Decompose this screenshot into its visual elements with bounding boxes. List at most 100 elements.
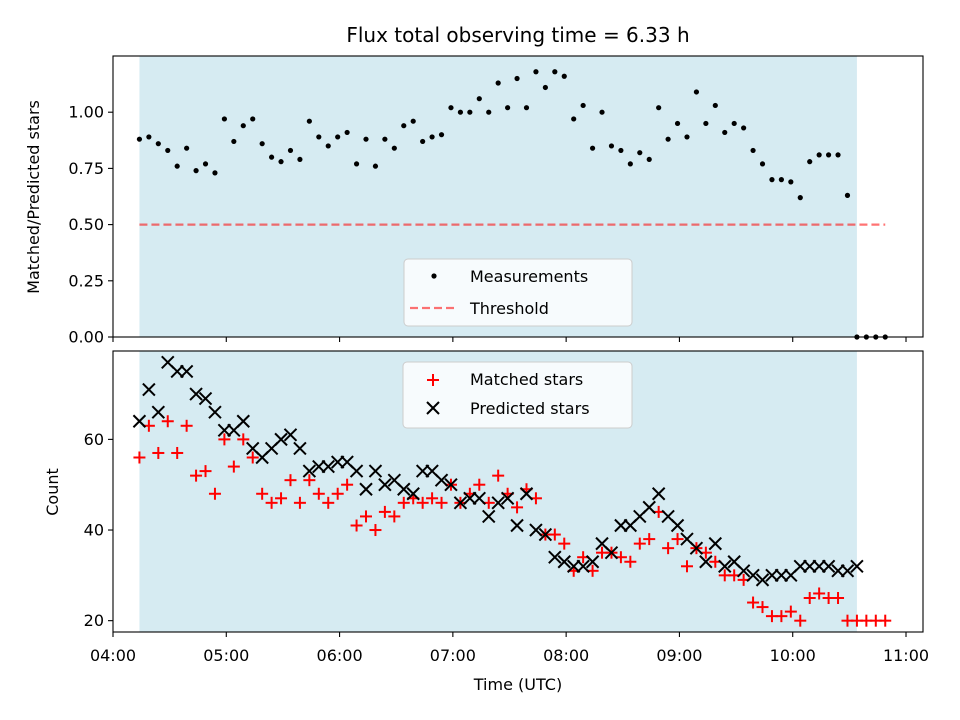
predicted-stars-point [585, 555, 600, 569]
legend-label-measurements: Measurements [470, 267, 588, 286]
predicted-stars-point [236, 414, 250, 428]
measurements-point [193, 168, 199, 174]
matched-stars-point [388, 510, 401, 523]
matched-stars-point [303, 474, 316, 487]
measurements-point [646, 156, 652, 163]
matched-stars-point [794, 614, 807, 627]
measurements-point [221, 116, 227, 122]
top-y-tick-label: 0.50 [68, 215, 104, 234]
x-tick-label: 10:00 [770, 646, 816, 665]
predicted-stars-point [170, 364, 184, 379]
matched-stars-point [180, 419, 193, 432]
measurements-point [656, 105, 662, 111]
predicted-stars-point [482, 509, 496, 524]
predicted-stars-point [151, 405, 166, 419]
bottom-y-tick-label: 40 [84, 521, 104, 540]
measurements-point [316, 134, 322, 140]
matched-stars-point [208, 487, 221, 500]
measurements-point [703, 120, 709, 127]
predicted-stars-point [349, 464, 364, 478]
measurements-point [571, 116, 577, 122]
measurements-point [401, 123, 407, 129]
bottom-axes-frame [112, 350, 924, 633]
measurements-point [382, 136, 388, 142]
bottom-panel: 20 40 60 04:00 05:00 06:00 07:00 08:00 09:00 10:… [43, 350, 929, 694]
predicted-stars-point [576, 559, 590, 573]
predicted-stars-point [330, 455, 345, 469]
matched-stars-point [350, 519, 363, 532]
predicted-stars-point [293, 441, 307, 456]
measurements-point [844, 192, 851, 198]
top-x-axis [112, 337, 907, 342]
measurements-point [552, 69, 558, 75]
measurements-point [712, 102, 718, 109]
predicted-stars-point [208, 405, 222, 419]
matched-stars-point [784, 605, 797, 618]
measurements-point [344, 129, 350, 136]
matched-stars-point [218, 433, 231, 446]
matched-stars-point [680, 560, 693, 573]
predicted-stars-point [708, 536, 723, 551]
matched-stars-point [492, 469, 505, 482]
matched-stars-point [671, 533, 684, 546]
matched-stars-point [803, 592, 816, 605]
bottom-legend: Matched stars Predicted stars [402, 361, 633, 429]
bottom-y-tick-label: 60 [84, 430, 104, 449]
matched-stars-point [397, 496, 410, 509]
measurements-point [741, 125, 747, 131]
x-tick-label: 09:00 [656, 646, 702, 665]
measurements-point [533, 69, 539, 75]
matched-stars-point [369, 524, 382, 537]
predicted-stars-point [491, 496, 505, 510]
predicted-stars-point [670, 518, 685, 533]
predicted-stars-point [415, 464, 430, 478]
measurements-point [618, 147, 624, 154]
predicted-stars-point [736, 564, 751, 578]
matched-stars-point [548, 528, 561, 541]
matched-stars-point [360, 510, 373, 523]
top-legend-box [403, 258, 633, 327]
measurements-point [231, 138, 237, 145]
predicted-stars-point [368, 464, 383, 478]
measurements-point [599, 109, 605, 115]
measurements-point [523, 105, 530, 111]
predicted-stars-point [566, 559, 581, 573]
predicted-stars-point [793, 559, 807, 573]
measurements-point [589, 145, 596, 151]
matched-stars-point [190, 469, 203, 482]
bottom-y-axis-label: Count [43, 468, 62, 516]
bottom-y-axis: 20 40 60 [84, 430, 113, 630]
measurements-point [438, 132, 445, 138]
predicted-stars-point [765, 568, 779, 583]
matched-stars-point [747, 596, 760, 609]
measurements-point [372, 163, 379, 169]
predicted-stars-point [755, 573, 770, 587]
top-y-tick-label: 0.75 [68, 159, 104, 178]
predicted-stars-point [142, 382, 156, 397]
matched-stars-point [511, 501, 524, 514]
x-tick-label: 06:00 [317, 646, 363, 665]
matched-stars-point [879, 614, 892, 627]
matched-stars-point [237, 433, 250, 446]
matched-stars-point [133, 451, 146, 464]
top-y-axis: 0.00 0.25 0.50 0.75 1.00 [68, 103, 113, 347]
predicted-stars-point [312, 459, 326, 474]
measurements-point [674, 120, 681, 127]
x-tick-label: 11:00 [883, 646, 929, 665]
measurements-point [769, 177, 775, 183]
bottom-x-axis-label: Time (UTC) [473, 675, 562, 694]
matched-stars-point [813, 587, 826, 600]
legend-marker-measurements [431, 273, 437, 279]
measurements-point [693, 89, 700, 95]
measurements-point [325, 143, 331, 149]
measurements-point [835, 152, 841, 158]
predicted-stars-point [812, 559, 826, 573]
measurements-point [353, 161, 360, 167]
matched-stars-point [293, 496, 306, 509]
predicted-stars-point [604, 545, 619, 560]
measurements-point [287, 147, 294, 154]
matched-stars-point [275, 492, 288, 505]
predicted-stars-point [510, 518, 524, 533]
matched-stars-point [416, 496, 429, 509]
